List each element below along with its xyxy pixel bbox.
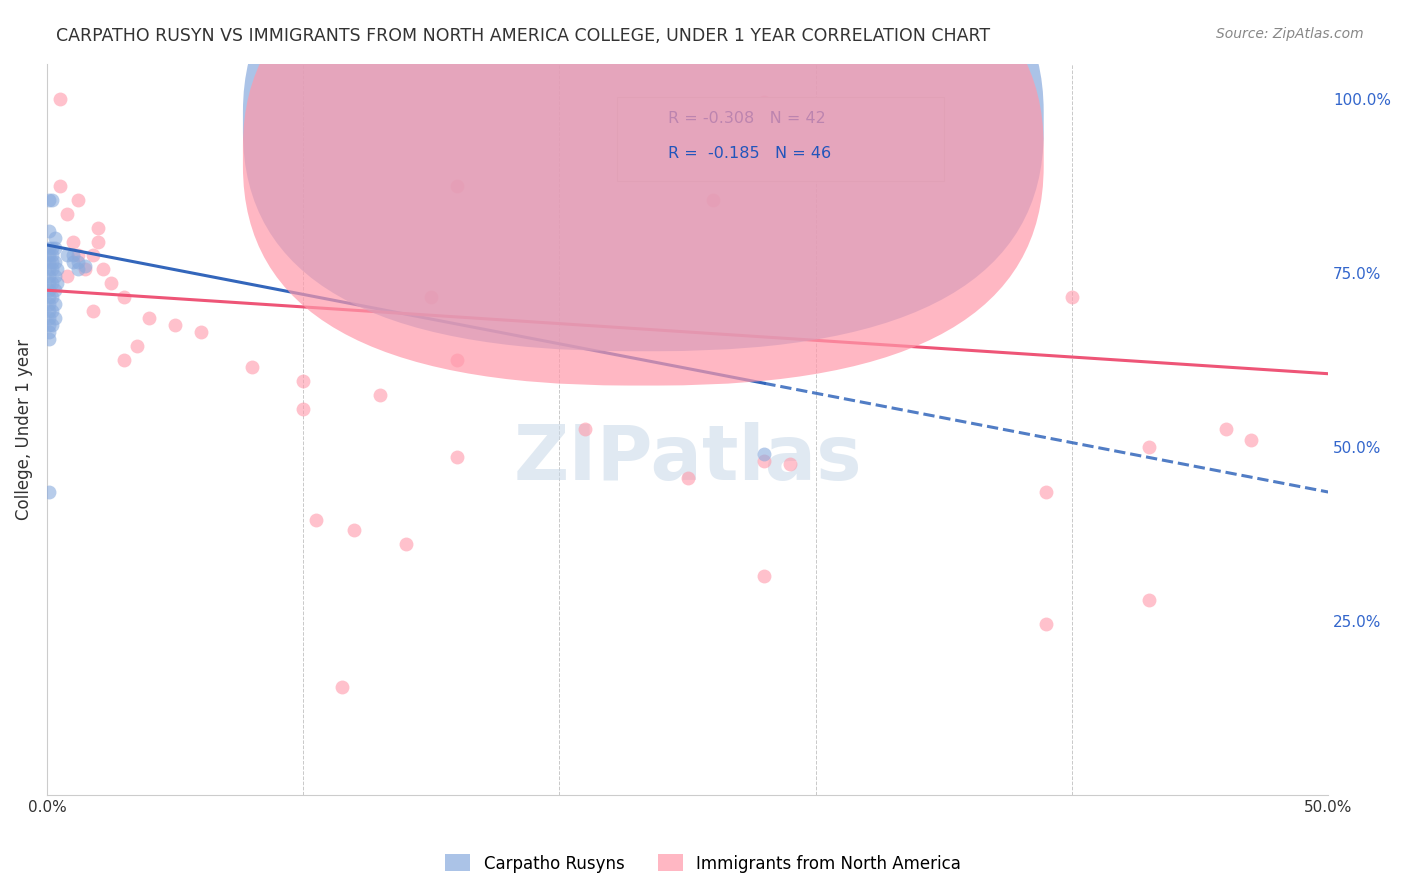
Point <box>330 680 353 694</box>
Point <box>66 248 89 262</box>
FancyBboxPatch shape <box>243 0 1043 385</box>
Point <box>48 178 70 193</box>
Point <box>754 447 776 461</box>
Point <box>240 359 263 374</box>
Text: Source: ZipAtlas.com: Source: ZipAtlas.com <box>1216 27 1364 41</box>
Point <box>62 248 84 262</box>
Point <box>46 277 69 291</box>
Text: R = -0.308   N = 42: R = -0.308 N = 42 <box>668 112 827 127</box>
Point <box>754 95 776 110</box>
Point <box>38 304 60 318</box>
Point <box>38 224 60 238</box>
Point <box>38 318 60 332</box>
Point <box>44 231 66 245</box>
Point <box>48 92 70 106</box>
Point <box>44 283 66 297</box>
Point <box>292 374 315 388</box>
Point <box>41 255 63 269</box>
Point <box>38 262 60 277</box>
Point <box>38 290 60 304</box>
Point <box>41 242 63 256</box>
Point <box>1035 617 1057 632</box>
Point <box>292 401 315 416</box>
Point <box>41 290 63 304</box>
Point <box>754 453 776 467</box>
Point <box>62 255 84 269</box>
Point <box>56 207 79 221</box>
Point <box>75 262 97 277</box>
Point <box>38 325 60 339</box>
FancyBboxPatch shape <box>243 0 1043 351</box>
Point <box>38 277 60 291</box>
Point <box>44 242 66 256</box>
Point <box>446 450 468 465</box>
Point <box>446 178 468 193</box>
Point <box>82 248 104 262</box>
Point <box>38 193 60 207</box>
Point <box>574 422 596 436</box>
Point <box>38 485 60 500</box>
Point <box>368 387 391 401</box>
Point <box>395 537 418 551</box>
Point <box>38 311 60 326</box>
Point <box>190 325 212 339</box>
Point <box>1137 592 1160 607</box>
Point <box>46 262 69 277</box>
Point <box>41 193 63 207</box>
Point <box>62 235 84 249</box>
Point <box>112 352 135 367</box>
Point <box>163 318 186 332</box>
Legend: Carpatho Rusyns, Immigrants from North America: Carpatho Rusyns, Immigrants from North A… <box>439 847 967 880</box>
Point <box>38 242 60 256</box>
Point <box>41 318 63 332</box>
Point <box>38 332 60 346</box>
Point <box>779 457 801 471</box>
Point <box>1240 433 1263 447</box>
Point <box>420 290 443 304</box>
Point <box>754 568 776 582</box>
Point <box>87 220 110 235</box>
Point <box>44 297 66 311</box>
Point <box>41 262 63 277</box>
Point <box>38 255 60 269</box>
FancyBboxPatch shape <box>617 97 943 181</box>
Point <box>44 311 66 326</box>
Text: CARPATHO RUSYN VS IMMIGRANTS FROM NORTH AMERICA COLLEGE, UNDER 1 YEAR CORRELATIO: CARPATHO RUSYN VS IMMIGRANTS FROM NORTH … <box>56 27 990 45</box>
Point <box>38 269 60 284</box>
Text: ZIPatlas: ZIPatlas <box>513 422 862 496</box>
Point <box>38 248 60 262</box>
Point <box>1035 485 1057 500</box>
Point <box>56 269 79 284</box>
Point <box>66 193 89 207</box>
Y-axis label: College, Under 1 year: College, Under 1 year <box>15 339 32 520</box>
Point <box>1137 440 1160 454</box>
Point <box>56 248 79 262</box>
Text: R =  -0.185   N = 46: R = -0.185 N = 46 <box>668 146 831 161</box>
Point <box>125 339 148 353</box>
Point <box>100 277 122 291</box>
Point <box>41 277 63 291</box>
Point <box>343 523 366 537</box>
Point <box>44 269 66 284</box>
Point <box>1060 290 1083 304</box>
Point <box>41 304 63 318</box>
Point <box>82 304 104 318</box>
Point <box>75 259 97 273</box>
Point <box>702 193 724 207</box>
Point <box>112 290 135 304</box>
Point <box>446 352 468 367</box>
Point <box>676 471 699 485</box>
Point <box>138 311 160 326</box>
Point <box>38 283 60 297</box>
Point <box>1215 422 1237 436</box>
Point <box>66 255 89 269</box>
Point <box>66 262 89 277</box>
Point <box>91 262 114 277</box>
Point <box>305 513 328 527</box>
Point <box>41 248 63 262</box>
Point <box>87 235 110 249</box>
Point <box>38 297 60 311</box>
Point <box>44 255 66 269</box>
